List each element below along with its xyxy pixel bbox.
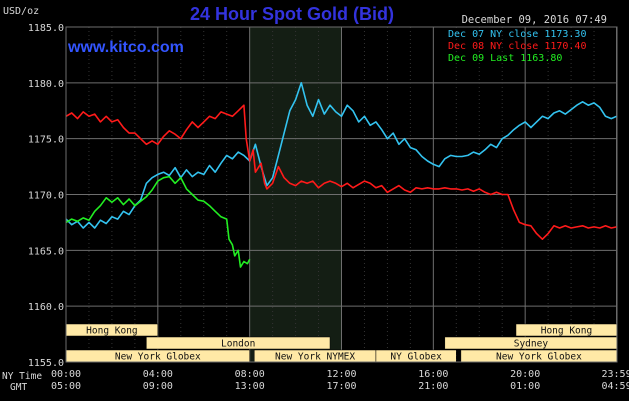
plot-border (65, 26, 618, 363)
x-tick-label-gmt: 17:00 (326, 381, 356, 392)
y-tick-label: 1160.0 (28, 302, 64, 313)
market-session-box (146, 336, 331, 350)
x-tick-label-ny: 16:00 (418, 369, 448, 380)
market-session-label: Hong Kong (541, 326, 592, 337)
gmt-label: GMT (10, 382, 27, 393)
market-session-label: London (221, 339, 255, 350)
x-tick-label-ny: 00:00 (51, 369, 81, 380)
x-tick-label-gmt: 21:00 (418, 381, 448, 392)
legend-item-dec07: Dec 07 NY close 1173.30 (448, 29, 586, 40)
market-session-label: Hong Kong (86, 326, 137, 337)
x-tick-label-gmt: 05:00 (51, 381, 81, 392)
series-line-0 (65, 82, 617, 229)
y-tick-label: 1185.0 (28, 23, 64, 34)
market-session-label: New York Globex (496, 352, 582, 363)
y-tick-label: 1170.0 (28, 191, 64, 202)
x-tick-label-ny: 20:00 (510, 369, 540, 380)
y-tick-label: 1180.0 (28, 79, 64, 90)
legend-item-dec09: Dec 09 Last 1163.80 (448, 53, 562, 64)
x-tick-label-ny: 08:00 (235, 369, 265, 380)
market-sessions: Hong Kong London New York Globex New York N… (65, 323, 618, 363)
market-session-label: New York NYMEX (275, 352, 355, 363)
y-tick-label: 1175.0 (28, 135, 64, 146)
series-line-2 (65, 175, 251, 268)
y-tick-label: 1165.0 (28, 246, 64, 257)
x-tick-label-gmt: 04:59 (601, 381, 629, 392)
x-tick-label-gmt: 13:00 (235, 381, 265, 392)
ny-time-label: NY Time (2, 371, 42, 382)
x-tick-label-ny: 23:59 (601, 369, 629, 380)
series-lines (65, 82, 617, 268)
date-label: December 09, 2016 07:49 (462, 14, 607, 26)
y-tick-label: 1155.0 (28, 358, 64, 369)
market-session-label: NY Globex (390, 352, 442, 363)
legend-item-dec08: Dec 08 NY close 1170.40 (448, 41, 586, 52)
series-line-1 (65, 104, 617, 240)
market-session-label: Sydney (514, 339, 549, 350)
legend: Dec 07 NY close 1173.30 Dec 08 NY close … (448, 29, 586, 64)
market-session-label: New York Globex (115, 352, 201, 363)
x-tick-label-gmt: 01:00 (510, 381, 540, 392)
site-label: www.kitco.com (67, 39, 184, 56)
y-axis-ticks: 1155.0 1160.0 1165.0 1170.0 1175.0 1180.0 1185… (28, 23, 64, 369)
currency-label: USD/oz (3, 6, 39, 17)
x-tick-label-ny: 04:00 (143, 369, 173, 380)
x-tick-label-ny: 12:00 (326, 369, 356, 380)
x-tick-label-gmt: 09:00 (143, 381, 173, 392)
chart-title: 24 Hour Spot Gold (Bid) (190, 4, 394, 24)
